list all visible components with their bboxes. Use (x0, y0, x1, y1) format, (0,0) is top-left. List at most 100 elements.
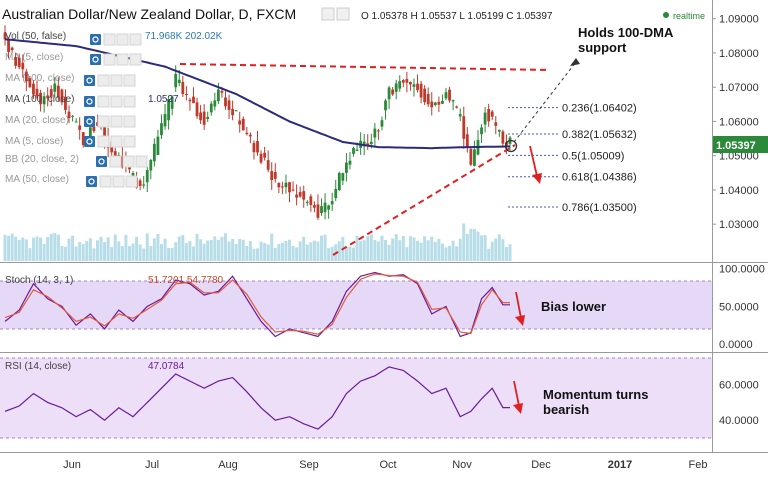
candle-body (441, 100, 444, 104)
stoch-tick-label: 100.0000 (719, 264, 765, 276)
volume-bar (95, 240, 99, 261)
price-tick-label: 1.06000 (719, 116, 759, 128)
volume-bar (359, 241, 363, 261)
indicator-toggle-button[interactable] (86, 175, 138, 188)
volume-bar (99, 236, 103, 261)
indicator-legend-label: MA (100, close) (5, 73, 74, 84)
candle-body (181, 81, 185, 95)
legend-action-icon (125, 175, 138, 188)
candle-body (3, 32, 7, 40)
fib-level-label: 0.5(1.05009) (562, 150, 624, 162)
resistance-trendline[interactable] (179, 63, 551, 71)
candle-body (305, 201, 309, 203)
indicator-toggle-button[interactable] (84, 95, 136, 108)
candle (213, 92, 217, 111)
volume-bar (288, 239, 292, 261)
legend-action-icon (97, 95, 110, 108)
volume-bar (476, 231, 480, 261)
candle-body (377, 130, 380, 132)
indicator-toggle-button[interactable] (84, 115, 136, 128)
candle (252, 140, 256, 160)
legend-action-icon (116, 53, 129, 66)
price-tick-label: 1.09000 (719, 14, 759, 26)
volume-bar (320, 235, 324, 261)
rsi-band (0, 358, 712, 438)
legend-action-icon (129, 53, 142, 66)
volume-bar (71, 235, 75, 261)
volume-bar (3, 234, 7, 261)
candle (170, 95, 174, 116)
volume-bar (149, 246, 153, 261)
candle (455, 105, 459, 109)
indicator-toggle-button[interactable] (84, 135, 136, 148)
eye-icon (86, 138, 93, 145)
price-tick-label: 1.08000 (719, 48, 759, 60)
volume-bar (327, 248, 331, 261)
candle (373, 123, 377, 147)
candle-body (327, 205, 331, 210)
ma100-legend[interactable]: MA (100, close) (5, 94, 74, 105)
indicator-visibility-toggles[interactable] (84, 33, 148, 188)
volume-bar (53, 233, 57, 261)
candle-body (170, 96, 174, 109)
volume-bar (284, 240, 288, 261)
candle-body (35, 88, 39, 97)
time-tick-label: Feb (689, 459, 708, 471)
volume-bar (472, 229, 476, 261)
fib-retracement[interactable]: 0.236(1.06402) 0.382(1.05632) 0.5(1.05009)… (508, 103, 637, 214)
candle (202, 104, 206, 130)
volume-bar (85, 241, 89, 261)
legend-action-icon (123, 115, 136, 128)
candle (330, 192, 334, 212)
candle-body (348, 160, 352, 165)
volume-bar (298, 241, 302, 261)
candle (398, 75, 402, 92)
candle-body (263, 152, 267, 158)
volume-bar (344, 246, 348, 261)
volume-bar (24, 239, 28, 261)
legend-action-icon (129, 33, 142, 46)
volume-bar (494, 238, 498, 261)
candle (181, 75, 185, 97)
time-tick-label: Jul (145, 459, 159, 471)
candle-body (39, 92, 42, 105)
legend-action-icon (97, 135, 110, 148)
candle (334, 179, 338, 202)
candle-body (81, 132, 85, 146)
candle-body (451, 100, 455, 102)
volume-bar (181, 235, 185, 261)
volume-bar (387, 244, 391, 261)
candle-body (355, 149, 359, 151)
indicator-toggle-button[interactable] (96, 155, 148, 168)
indicator-toggle-button[interactable] (90, 33, 142, 46)
candle (444, 87, 448, 101)
indicator-legend-label: MA (20, close) (5, 115, 69, 126)
volume-bar (398, 240, 402, 261)
realtime-label: realtime (673, 11, 705, 21)
candle (337, 171, 341, 191)
candle (209, 101, 213, 116)
volume-bar (241, 239, 245, 261)
settings-button[interactable] (336, 7, 350, 21)
candle-body (380, 120, 384, 127)
time-axis[interactable]: Jun Jul Aug Sep Oct Nov Dec 2017 Feb (63, 459, 707, 471)
volume-bar (330, 246, 334, 261)
candle (380, 116, 384, 131)
volume-legend[interactable]: Vol (50, false) (5, 31, 66, 42)
price-tick-label: 1.03000 (719, 219, 759, 231)
candle (53, 77, 57, 98)
annotation-pointer-line (513, 61, 577, 143)
stoch-legend[interactable]: Stoch (14, 3, 1) (5, 275, 73, 286)
rsi-legend[interactable]: RSI (14, close) (5, 361, 71, 372)
candle-body (416, 83, 419, 91)
support-trendline[interactable] (332, 144, 516, 256)
compare-symbol-button[interactable] (321, 7, 335, 21)
indicator-toggle-button[interactable] (84, 74, 136, 87)
indicator-toggle-button[interactable] (90, 53, 142, 66)
candle (416, 74, 419, 93)
volume-bar (113, 234, 117, 261)
rsi-line (4, 366, 510, 430)
price-axis[interactable]: 1.09000 1.08000 1.07000 1.06000 1.05000 1.040… (712, 14, 765, 428)
candle (49, 85, 53, 106)
